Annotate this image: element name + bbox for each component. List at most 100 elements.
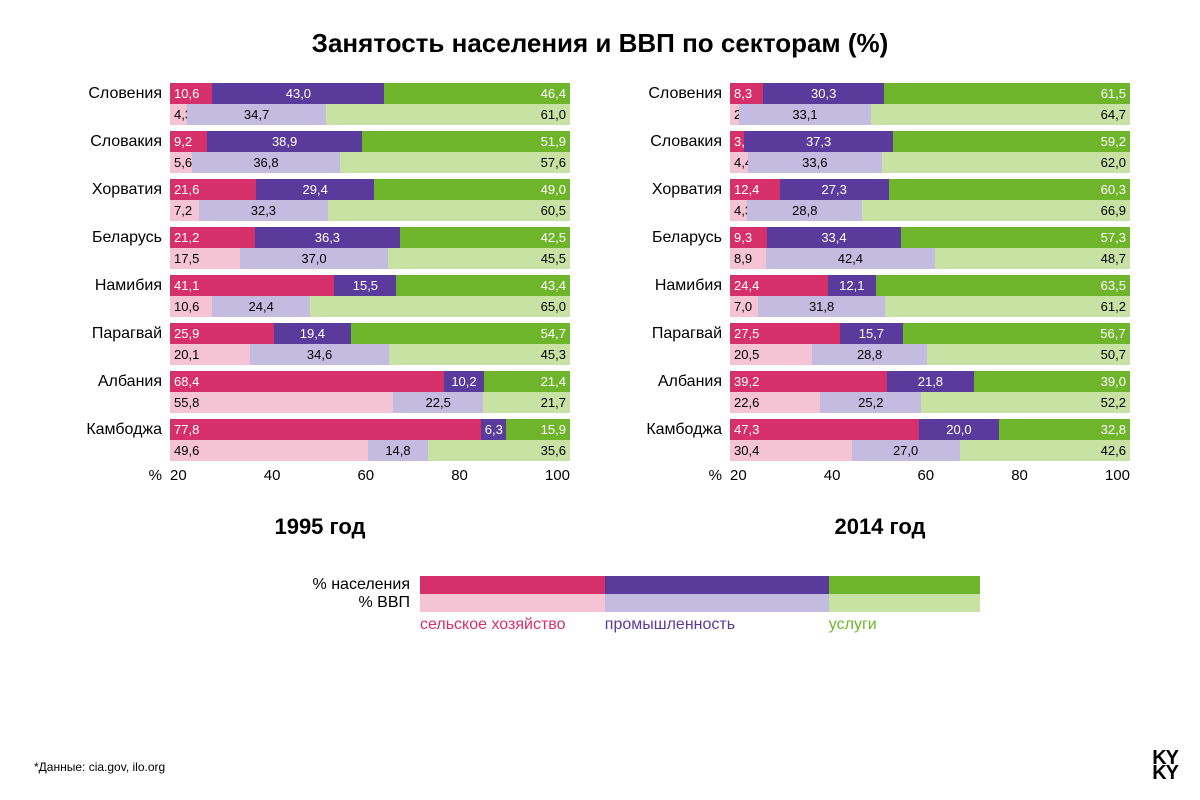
country-row-group: Албания68,410,221,455,822,521,7 bbox=[70, 371, 570, 413]
bar-segment: 48,7 bbox=[935, 248, 1130, 269]
bar-segment: 12,4 bbox=[730, 179, 780, 200]
country-label: Парагвай bbox=[70, 325, 170, 343]
bar: 5,636,857,6 bbox=[170, 152, 570, 173]
country-row-group: Хорватия21,629,449,07,232,360,5 bbox=[70, 179, 570, 221]
bar-segment: 27,0 bbox=[852, 440, 960, 461]
gdp-row: 4,433,662,0 bbox=[630, 152, 1130, 173]
bar-segment: 8,3 bbox=[730, 83, 763, 104]
axis-tick: 100 bbox=[545, 467, 570, 484]
bar-segment: 49,6 bbox=[170, 440, 368, 461]
bar-segment: 31,8 bbox=[758, 296, 885, 317]
country-label: Хорватия bbox=[70, 181, 170, 199]
bar-segment: 30,3 bbox=[763, 83, 884, 104]
country-row-group: Камбоджа47,320,032,830,427,042,6 bbox=[630, 419, 1130, 461]
bar-segment: 15,7 bbox=[840, 323, 903, 344]
axis-label: % bbox=[630, 467, 730, 484]
gdp-row: 7,031,861,2 bbox=[630, 296, 1130, 317]
legend-segment bbox=[605, 576, 829, 594]
axis-tick: 40 bbox=[824, 467, 841, 484]
bar-segment: 56,7 bbox=[903, 323, 1130, 344]
population-row: Словения8,330,361,5 bbox=[630, 83, 1130, 104]
charts-container: Словения10,643,046,44,334,761,0Словакия9… bbox=[0, 83, 1200, 540]
bar-segment: 63,5 bbox=[876, 275, 1130, 296]
bar-segment: 65,0 bbox=[310, 296, 570, 317]
bar-segment: 36,3 bbox=[255, 227, 400, 248]
bar: 8,330,361,5 bbox=[730, 83, 1130, 104]
bar-segment: 47,3 bbox=[730, 419, 919, 440]
axis-tick: 80 bbox=[451, 467, 468, 484]
legend-row: % ВВП bbox=[220, 594, 980, 612]
country-label: Словакия bbox=[70, 133, 170, 151]
bar-segment: 66,9 bbox=[862, 200, 1130, 221]
country-label: Албания bbox=[70, 373, 170, 391]
legend-segment bbox=[829, 576, 980, 594]
bar-segment: 32,8 bbox=[999, 419, 1130, 440]
bar-segment: 8,9 bbox=[730, 248, 766, 269]
bar-segment: 12,1 bbox=[828, 275, 876, 296]
bar-segment: 19,4 bbox=[274, 323, 352, 344]
bar-segment: 35,6 bbox=[428, 440, 570, 461]
bar: 8,942,448,7 bbox=[730, 248, 1130, 269]
gdp-row: 2,233,164,7 bbox=[630, 104, 1130, 125]
bar-segment: 46,4 bbox=[384, 83, 570, 104]
bar-segment: 54,7 bbox=[351, 323, 570, 344]
bar-segment: 21,4 bbox=[484, 371, 570, 392]
bar-segment: 10,6 bbox=[170, 83, 212, 104]
country-label: Словения bbox=[630, 85, 730, 103]
population-row: Парагвай25,919,454,7 bbox=[70, 323, 570, 344]
bar-segment: 39,2 bbox=[730, 371, 887, 392]
bar: 9,333,457,3 bbox=[730, 227, 1130, 248]
bar-segment: 41,1 bbox=[170, 275, 334, 296]
bar: 25,919,454,7 bbox=[170, 323, 570, 344]
bar-segment: 57,6 bbox=[340, 152, 570, 173]
population-row: Албания68,410,221,4 bbox=[70, 371, 570, 392]
legend-segment bbox=[605, 594, 829, 612]
country-row-group: Беларусь9,333,457,38,942,448,7 bbox=[630, 227, 1130, 269]
population-row: Словения10,643,046,4 bbox=[70, 83, 570, 104]
country-label: Словакия bbox=[630, 133, 730, 151]
country-label: Намибия bbox=[70, 277, 170, 295]
panel-year: 2014 год bbox=[630, 514, 1130, 540]
gdp-row: 4,334,761,0 bbox=[70, 104, 570, 125]
bar-segment: 10,6 bbox=[170, 296, 212, 317]
bar-segment: 4,3 bbox=[730, 200, 747, 221]
bar-segment: 57,3 bbox=[901, 227, 1130, 248]
gdp-row: 7,232,360,5 bbox=[70, 200, 570, 221]
bar-segment: 34,7 bbox=[187, 104, 326, 125]
chart-panel: Словения10,643,046,44,334,761,0 Словакия9… bbox=[70, 83, 570, 540]
bar: 20,528,850,7 bbox=[730, 344, 1130, 365]
bar: 9,238,951,9 bbox=[170, 131, 570, 152]
gdp-row: 55,822,521,7 bbox=[70, 392, 570, 413]
bar-segment: 30,4 bbox=[730, 440, 852, 461]
legend-row: % населения bbox=[220, 576, 980, 594]
bar-segment: 42,4 bbox=[766, 248, 936, 269]
bar-segment: 2,2 bbox=[730, 104, 739, 125]
gdp-row: 30,427,042,6 bbox=[630, 440, 1130, 461]
legend-category: сельское хозяйство bbox=[420, 616, 605, 634]
gdp-row: 20,528,850,7 bbox=[630, 344, 1130, 365]
bar-segment: 51,9 bbox=[362, 131, 570, 152]
bar-segment: 36,8 bbox=[192, 152, 339, 173]
axis-ticks: 20406080100 bbox=[170, 467, 570, 484]
bar-segment: 7,0 bbox=[730, 296, 758, 317]
legend-segment bbox=[420, 594, 605, 612]
bar: 20,134,645,3 bbox=[170, 344, 570, 365]
axis-tick: 80 bbox=[1011, 467, 1028, 484]
country-label: Словения bbox=[70, 85, 170, 103]
bar-segment: 22,6 bbox=[730, 392, 820, 413]
bar-segment: 34,6 bbox=[250, 344, 388, 365]
bar-segment: 61,0 bbox=[326, 104, 570, 125]
bar: 39,221,839,0 bbox=[730, 371, 1130, 392]
country-label: Парагвай bbox=[630, 325, 730, 343]
bar-segment: 10,2 bbox=[444, 371, 485, 392]
bar-segment: 27,3 bbox=[780, 179, 889, 200]
bar: 7,031,861,2 bbox=[730, 296, 1130, 317]
country-row-group: Парагвай25,919,454,720,134,645,3 bbox=[70, 323, 570, 365]
population-row: Намибия41,115,543,4 bbox=[70, 275, 570, 296]
legend-category: промышленность bbox=[605, 616, 829, 634]
bar-segment: 22,5 bbox=[393, 392, 483, 413]
bar-segment: 60,5 bbox=[328, 200, 570, 221]
population-row: Беларусь9,333,457,3 bbox=[630, 227, 1130, 248]
legend-segment bbox=[829, 594, 980, 612]
bar-segment: 28,8 bbox=[812, 344, 927, 365]
